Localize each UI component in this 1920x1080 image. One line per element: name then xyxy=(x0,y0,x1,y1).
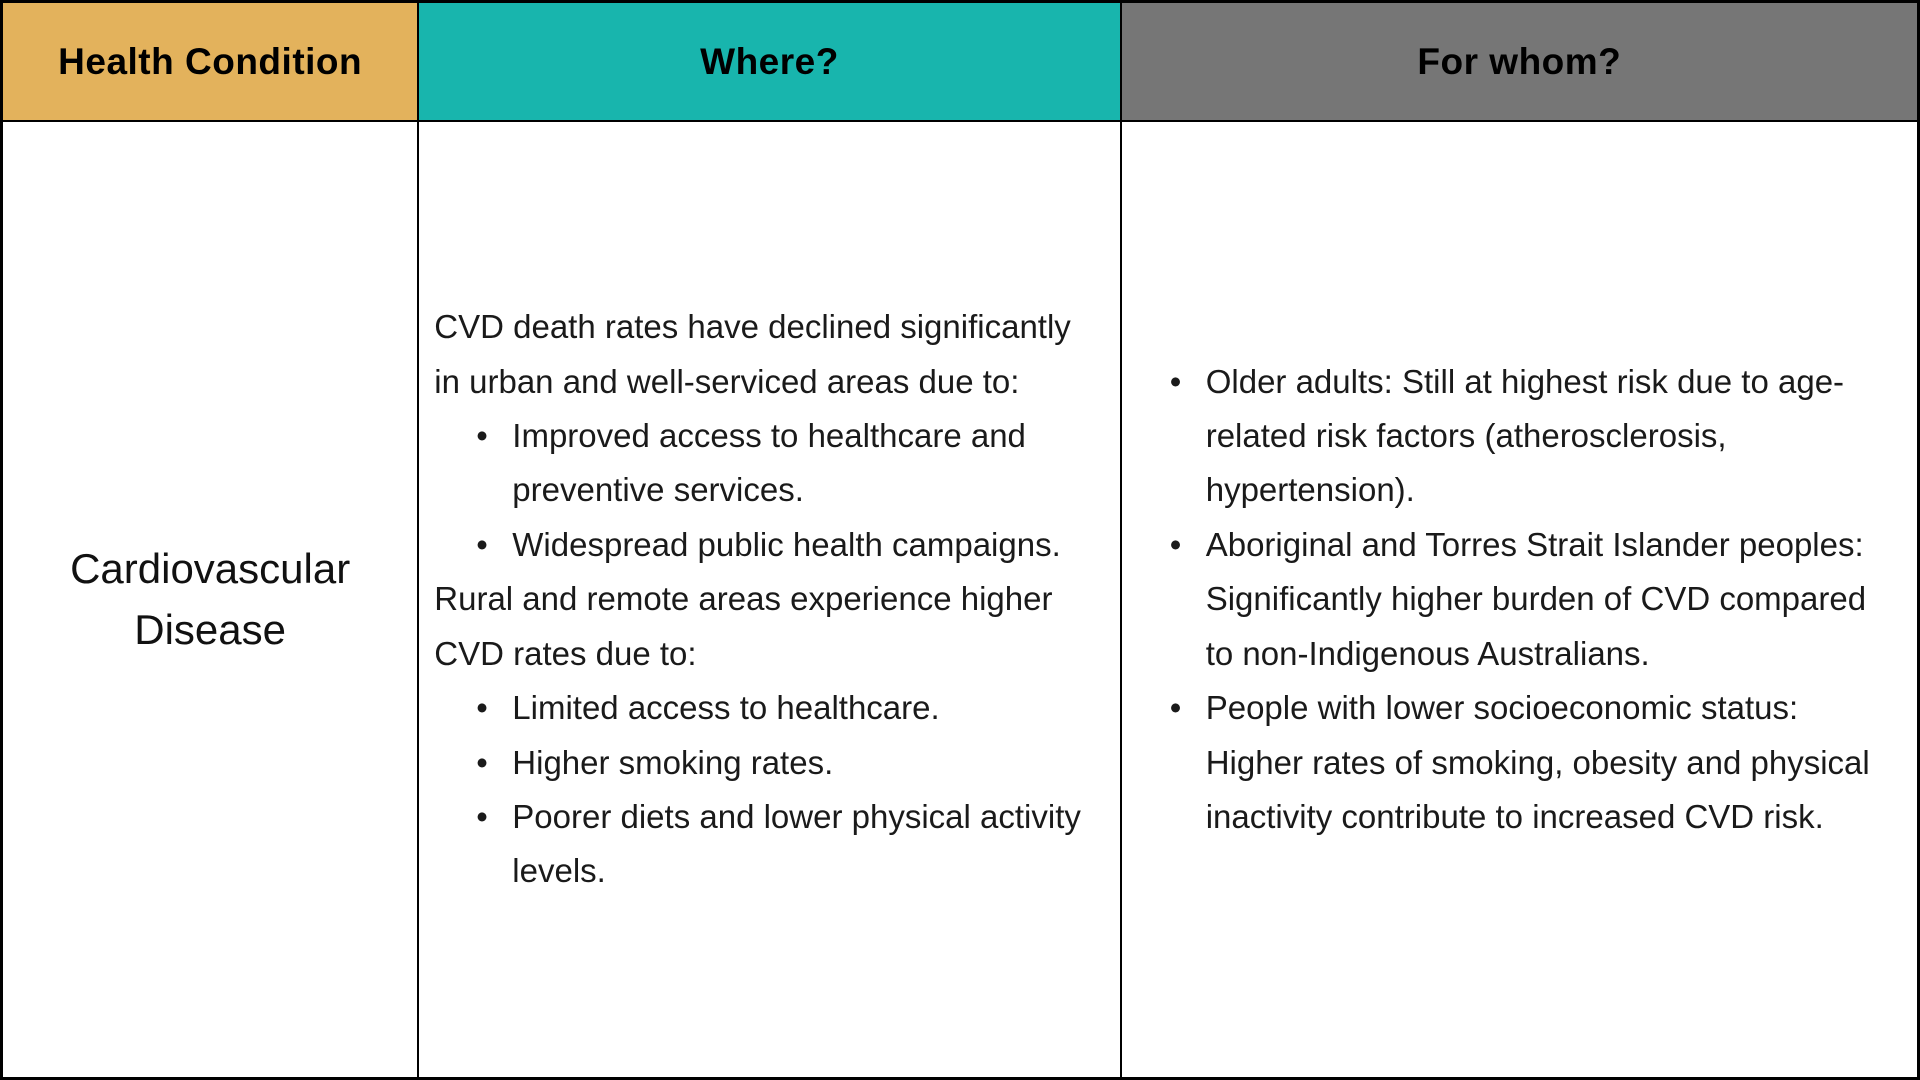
cell-condition: Cardiovascular Disease xyxy=(3,122,420,1077)
bullet-item: Limited access to healthcare. xyxy=(476,681,1101,736)
condition-label: Cardiovascular Disease xyxy=(70,544,351,653)
cell-where: CVD death rates have declined significan… xyxy=(419,122,1122,1077)
bullet-item: Aboriginal and Torres Strait Islander pe… xyxy=(1170,518,1895,681)
bullet-item: Poorer diets and lower physical activity… xyxy=(476,790,1101,899)
header-health-condition: Health Condition xyxy=(3,3,420,122)
header-for-whom: For whom? xyxy=(1121,3,1917,122)
where-intro-urban: CVD death rates have declined significan… xyxy=(434,308,1071,400)
bullet-item: People with lower socioeconomic status: … xyxy=(1170,681,1895,844)
bullet-item: Higher smoking rates. xyxy=(476,736,1101,791)
bullet-item: Improved access to healthcare and preven… xyxy=(476,409,1101,518)
bullet-item: Widespread public health campaigns. xyxy=(476,518,1101,573)
where-intro-rural: Rural and remote areas experience higher… xyxy=(434,580,1053,672)
header-where: Where? xyxy=(419,3,1122,122)
where-rural-bullet-list: Limited access to healthcare. Higher smo… xyxy=(434,681,1101,899)
cell-for-whom: Older adults: Still at highest risk due … xyxy=(1121,122,1917,1077)
bullet-item: Older adults: Still at highest risk due … xyxy=(1170,355,1895,518)
where-urban-bullet-list: Improved access to healthcare and preven… xyxy=(434,409,1101,573)
for-whom-bullet-list: Older adults: Still at highest risk due … xyxy=(1152,355,1895,845)
